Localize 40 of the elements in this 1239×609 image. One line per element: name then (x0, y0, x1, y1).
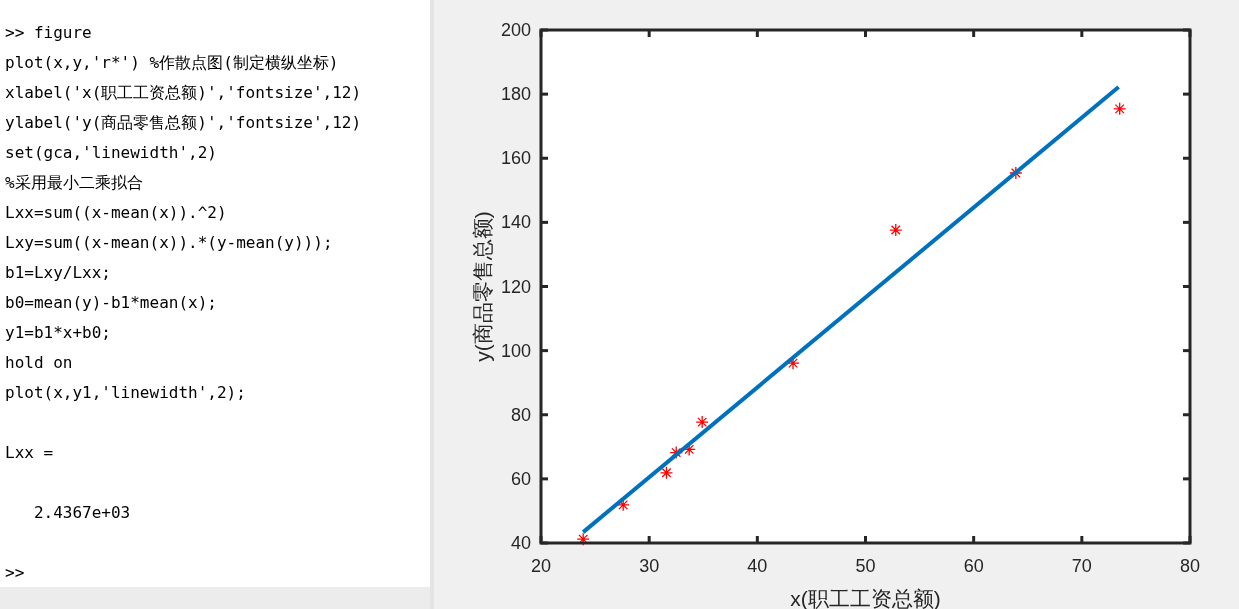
text: b0=mean(y)-b1*mean(x); (5, 293, 217, 312)
point (659, 466, 674, 480)
x-tick-label: 50 (855, 556, 876, 576)
y-tick-label: 120 (500, 276, 531, 297)
y-tick-label: 200 (500, 20, 531, 40)
x-tick-label: 20 (530, 556, 552, 576)
y-axis-title: y(商品零售总额) (471, 211, 494, 362)
text: b1=Lxy/Lxx; (5, 263, 111, 282)
y-tick-label: 80 (510, 404, 531, 425)
point (616, 498, 630, 512)
text: hold on (5, 353, 73, 372)
text: set(gca,'linewidth',2) (5, 143, 217, 162)
x-tick-label: 60 (963, 556, 984, 576)
text: plot(x,y1,'linewidth',2); (5, 383, 246, 402)
y-tick-label: 160 (500, 148, 531, 169)
point (695, 415, 709, 429)
point (1113, 102, 1127, 116)
y-tick-label: 60 (510, 468, 531, 489)
y-tick-label: 140 (500, 212, 531, 233)
text: plot(x,y,'r*') %作散点图(制定横纵坐标) (5, 53, 339, 72)
text: Lxy=sum((x-mean(x)).*(y-mean(y))); (5, 233, 333, 252)
x-tick-label: 40 (747, 556, 768, 576)
text: y1=b1*x+b0; (5, 323, 111, 342)
text: Lxx = (5, 443, 54, 462)
text: >> (5, 563, 25, 582)
point (786, 356, 800, 370)
point (889, 223, 903, 237)
text: %采用最小二乘拟合 (5, 173, 143, 192)
text: 2.4367e+03 (5, 503, 131, 522)
y-tick-label: 180 (500, 84, 531, 105)
y-tick-label: 40 (510, 533, 531, 553)
text: xlabel('x(职工工资总额)','fontsize',12) (5, 83, 362, 102)
y-tick-label: 100 (500, 340, 531, 361)
x-tick-label: 70 (1071, 556, 1092, 576)
text: ylabel('y(商品零售总额)','fontsize',12) (5, 113, 362, 132)
point (1009, 166, 1023, 180)
text: Lxx=sum((x-mean(x)).^2) (5, 203, 227, 222)
text: >> figure (5, 23, 92, 42)
x-tick-label: 30 (639, 556, 660, 576)
x-tick-label: 80 (1179, 556, 1201, 576)
